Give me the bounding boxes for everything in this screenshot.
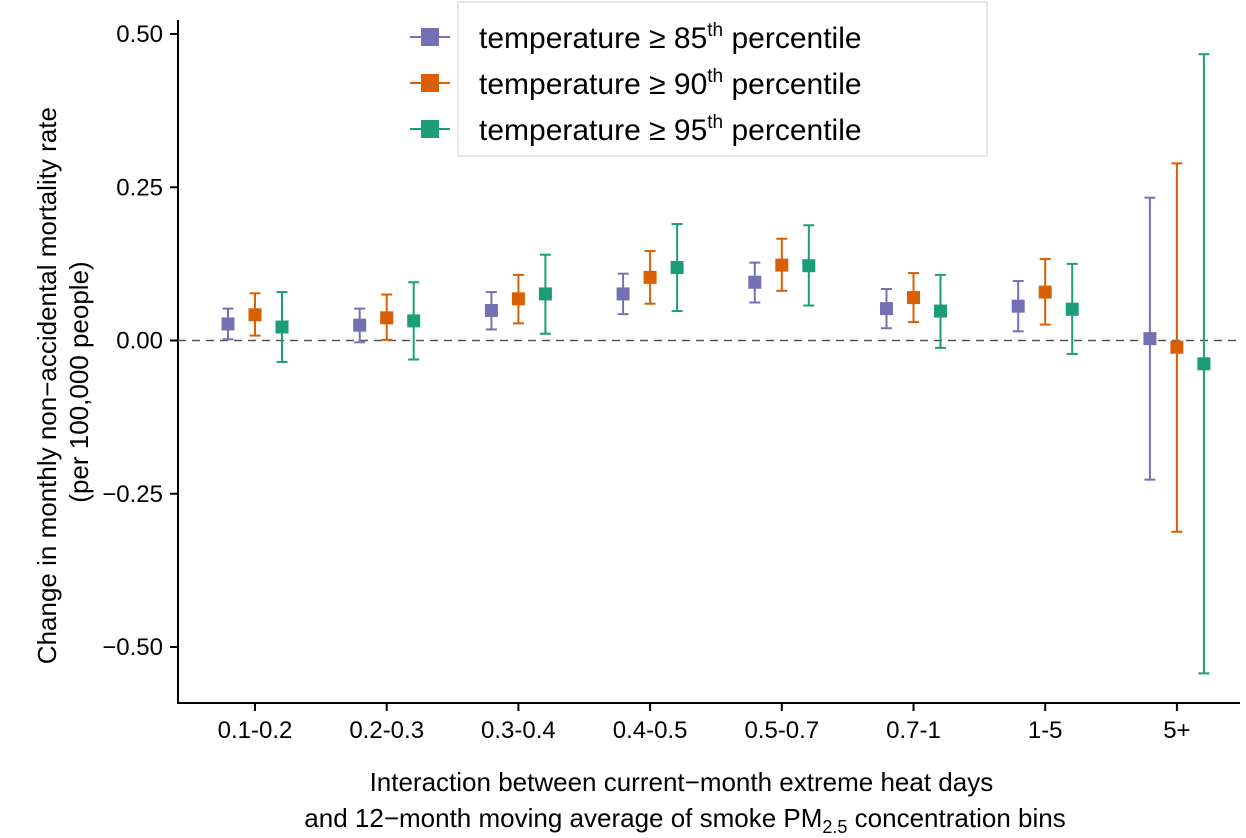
x-tick-label: 0.1-0.2 <box>218 717 293 744</box>
point-estimate <box>775 258 789 272</box>
point-estimate <box>353 318 367 332</box>
legend-swatch <box>421 120 439 138</box>
point-estimate <box>538 287 552 301</box>
point-estimate <box>643 270 657 284</box>
point-estimate <box>748 275 762 289</box>
point-estimate <box>1038 285 1052 299</box>
x-tick-label: 0.7-1 <box>886 717 941 744</box>
x-tick-label: 1-5 <box>1028 717 1063 744</box>
x-tick-label: 0.3-0.4 <box>481 717 556 744</box>
point-estimate <box>670 261 684 275</box>
point-estimate <box>1170 340 1184 354</box>
point-estimate <box>484 303 498 317</box>
x-tick-label: 0.2-0.3 <box>349 717 424 744</box>
legend-swatch <box>421 74 439 92</box>
legend-box <box>457 1 988 157</box>
y-ticks: 0.50 0.25 0.00 −0.25 −0.50 <box>102 21 178 661</box>
x-tick-label: 0.4-0.5 <box>613 717 688 744</box>
legend: temperature ≥ 85th percentile temperature… <box>410 1 988 157</box>
series-3 <box>275 53 1211 675</box>
x-tick-label: 5+ <box>1163 717 1190 744</box>
point-estimate <box>248 308 262 322</box>
y-axis-title: Change in monthly non−accidental mortali… <box>32 100 94 664</box>
point-estimate <box>407 314 421 328</box>
x-tick-label: 0.5-0.7 <box>744 717 819 744</box>
y-tick-label: −0.50 <box>102 634 163 661</box>
point-estimate <box>934 304 947 318</box>
legend-swatch <box>421 28 439 46</box>
y-tick-label: 0.25 <box>116 174 163 201</box>
x-ticks: 0.1-0.2 0.2-0.3 0.3-0.4 0.4-0.5 0.5-0.7 0.7-1… <box>218 703 1191 744</box>
series-1 <box>221 196 1157 481</box>
point-estimate <box>1197 357 1211 371</box>
point-estimate <box>275 320 289 334</box>
point-estimate <box>380 311 394 325</box>
legend-label: temperature ≥ 95th percentile <box>479 112 862 147</box>
point-estimate <box>1065 302 1079 316</box>
series-2 <box>248 162 1184 533</box>
y-tick-label: −0.25 <box>102 481 163 508</box>
point-estimate <box>880 302 893 316</box>
point-estimate <box>616 287 630 301</box>
point-estimate <box>1011 299 1025 313</box>
y-tick-label: 0.50 <box>116 21 163 48</box>
legend-item-2: temperature ≥ 90th percentile <box>410 66 862 101</box>
legend-item-1: temperature ≥ 85th percentile <box>410 20 862 55</box>
point-estimate <box>907 291 920 305</box>
legend-label: temperature ≥ 85th percentile <box>479 20 862 55</box>
x-axis-title: Interaction between current−month extrem… <box>304 767 1065 837</box>
legend-item-3: temperature ≥ 95th percentile <box>410 112 862 147</box>
data-marks <box>221 53 1211 675</box>
point-estimate <box>511 292 525 306</box>
y-tick-label: 0.00 <box>116 328 163 355</box>
legend-label: temperature ≥ 90th percentile <box>479 66 862 101</box>
point-estimate <box>802 259 816 273</box>
point-estimate <box>1143 332 1157 346</box>
point-estimate <box>221 317 235 331</box>
